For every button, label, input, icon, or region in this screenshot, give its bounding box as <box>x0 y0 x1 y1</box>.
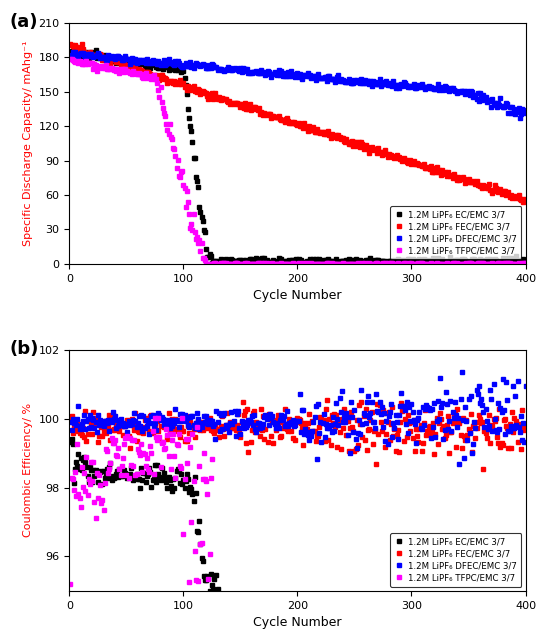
1.2M LiPF₆ TFPC/EMC 3/7 <box>399 260 406 267</box>
1.2M LiPF₆ FEC/EMC 3/7 <box>355 441 361 449</box>
1.2M LiPF₆ TFPC/EMC 3/7 <box>397 260 403 267</box>
1.2M LiPF₆ TFPC/EMC 3/7 <box>103 448 110 455</box>
Line: 1.2M LiPF₆ TFPC/EMC 3/7: 1.2M LiPF₆ TFPC/EMC 3/7 <box>69 416 213 586</box>
Text: (a): (a) <box>10 14 38 32</box>
1.2M LiPF₆ DFEC/EMC 3/7 <box>67 52 74 60</box>
1.2M LiPF₆ TFPC/EMC 3/7 <box>155 414 162 422</box>
1.2M LiPF₆ DFEC/EMC 3/7 <box>217 65 223 73</box>
1.2M LiPF₆ EC/EMC 3/7 <box>108 476 115 484</box>
1.2M LiPF₆ DFEC/EMC 3/7 <box>249 69 255 77</box>
Line: 1.2M LiPF₆ EC/EMC 3/7: 1.2M LiPF₆ EC/EMC 3/7 <box>69 47 527 266</box>
1.2M LiPF₆ DFEC/EMC 3/7 <box>398 389 404 397</box>
1.2M LiPF₆ TFPC/EMC 3/7 <box>217 260 223 267</box>
1.2M LiPF₆ EC/EMC 3/7 <box>214 585 221 593</box>
1.2M LiPF₆ DFEC/EMC 3/7 <box>67 418 74 426</box>
1.2M LiPF₆ TFPC/EMC 3/7 <box>67 580 74 588</box>
1.2M LiPF₆ EC/EMC 3/7 <box>400 258 407 266</box>
1.2M LiPF₆ EC/EMC 3/7 <box>522 257 529 264</box>
1.2M LiPF₆ FEC/EMC 3/7 <box>395 152 402 160</box>
1.2M LiPF₆ DFEC/EMC 3/7 <box>248 418 254 426</box>
1.2M LiPF₆ FEC/EMC 3/7 <box>399 407 406 415</box>
1.2M LiPF₆ FEC/EMC 3/7 <box>122 64 129 72</box>
Y-axis label: Coulombic Efficiency/ %: Coulombic Efficiency/ % <box>23 403 33 538</box>
1.2M LiPF₆ DFEC/EMC 3/7 <box>355 78 361 86</box>
1.2M LiPF₆ TFPC/EMC 3/7 <box>203 260 210 267</box>
1.2M LiPF₆ FEC/EMC 3/7 <box>67 417 74 425</box>
1.2M LiPF₆ TFPC/EMC 3/7 <box>100 506 107 514</box>
1.2M LiPF₆ FEC/EMC 3/7 <box>324 397 331 404</box>
1.2M LiPF₆ TFPC/EMC 3/7 <box>190 476 197 484</box>
Line: 1.2M LiPF₆ DFEC/EMC 3/7: 1.2M LiPF₆ DFEC/EMC 3/7 <box>69 50 527 120</box>
1.2M LiPF₆ FEC/EMC 3/7 <box>522 421 529 428</box>
1.2M LiPF₆ DFEC/EMC 3/7 <box>354 444 360 451</box>
1.2M LiPF₆ EC/EMC 3/7 <box>206 587 213 595</box>
1.2M LiPF₆ TFPC/EMC 3/7 <box>67 55 74 63</box>
1.2M LiPF₆ FEC/EMC 3/7 <box>248 439 254 446</box>
1.2M LiPF₆ EC/EMC 3/7 <box>123 55 130 62</box>
1.2M LiPF₆ FEC/EMC 3/7 <box>122 422 129 430</box>
Line: 1.2M LiPF₆ EC/EMC 3/7: 1.2M LiPF₆ EC/EMC 3/7 <box>69 438 219 593</box>
1.2M LiPF₆ FEC/EMC 3/7 <box>397 419 403 426</box>
1.2M LiPF₆ FEC/EMC 3/7 <box>354 143 360 150</box>
1.2M LiPF₆ DFEC/EMC 3/7 <box>516 114 523 122</box>
Line: 1.2M LiPF₆ TFPC/EMC 3/7: 1.2M LiPF₆ TFPC/EMC 3/7 <box>69 57 527 266</box>
1.2M LiPF₆ EC/EMC 3/7 <box>68 435 75 443</box>
1.2M LiPF₆ DFEC/EMC 3/7 <box>72 48 78 55</box>
Y-axis label: Specific Discharge Capacity/ mAhg⁻¹: Specific Discharge Capacity/ mAhg⁻¹ <box>23 41 33 246</box>
1.2M LiPF₆ EC/EMC 3/7 <box>184 470 190 478</box>
1.2M LiPF₆ EC/EMC 3/7 <box>217 260 223 267</box>
1.2M LiPF₆ TFPC/EMC 3/7 <box>201 449 207 457</box>
1.2M LiPF₆ TFPC/EMC 3/7 <box>156 433 163 441</box>
1.2M LiPF₆ TFPC/EMC 3/7 <box>355 259 361 267</box>
1.2M LiPF₆ EC/EMC 3/7 <box>72 45 78 53</box>
1.2M LiPF₆ DFEC/EMC 3/7 <box>216 409 222 417</box>
1.2M LiPF₆ FEC/EMC 3/7 <box>216 433 222 440</box>
1.2M LiPF₆ EC/EMC 3/7 <box>67 438 74 446</box>
1.2M LiPF₆ EC/EMC 3/7 <box>398 258 404 266</box>
1.2M LiPF₆ FEC/EMC 3/7 <box>248 106 254 114</box>
1.2M LiPF₆ FEC/EMC 3/7 <box>520 199 526 206</box>
1.2M LiPF₆ DFEC/EMC 3/7 <box>123 55 130 63</box>
1.2M LiPF₆ EC/EMC 3/7 <box>302 260 309 267</box>
1.2M LiPF₆ DFEC/EMC 3/7 <box>122 422 129 430</box>
X-axis label: Cycle Number: Cycle Number <box>253 289 342 302</box>
Legend: 1.2M LiPF₆ EC/EMC 3/7, 1.2M LiPF₆ FEC/EMC 3/7, 1.2M LiPF₆ DFEC/EMC 3/7, 1.2M LiP: 1.2M LiPF₆ EC/EMC 3/7, 1.2M LiPF₆ FEC/EM… <box>390 533 521 586</box>
Line: 1.2M LiPF₆ DFEC/EMC 3/7: 1.2M LiPF₆ DFEC/EMC 3/7 <box>69 370 527 466</box>
1.2M LiPF₆ DFEC/EMC 3/7 <box>399 82 406 90</box>
1.2M LiPF₆ FEC/EMC 3/7 <box>216 93 222 100</box>
1.2M LiPF₆ TFPC/EMC 3/7 <box>522 259 529 267</box>
1.2M LiPF₆ TFPC/EMC 3/7 <box>249 260 255 267</box>
Text: (b): (b) <box>10 340 40 358</box>
1.2M LiPF₆ FEC/EMC 3/7 <box>398 155 404 163</box>
1.2M LiPF₆ TFPC/EMC 3/7 <box>187 443 194 451</box>
Line: 1.2M LiPF₆ FEC/EMC 3/7: 1.2M LiPF₆ FEC/EMC 3/7 <box>69 399 527 471</box>
1.2M LiPF₆ FEC/EMC 3/7 <box>67 41 74 48</box>
1.2M LiPF₆ FEC/EMC 3/7 <box>480 465 487 473</box>
1.2M LiPF₆ DFEC/EMC 3/7 <box>458 368 465 376</box>
1.2M LiPF₆ TFPC/EMC 3/7 <box>208 455 215 463</box>
1.2M LiPF₆ EC/EMC 3/7 <box>177 480 183 487</box>
1.2M LiPF₆ EC/EMC 3/7 <box>249 257 255 265</box>
Legend: 1.2M LiPF₆ EC/EMC 3/7, 1.2M LiPF₆ FEC/EMC 3/7, 1.2M LiPF₆ DFEC/EMC 3/7, 1.2M LiP: 1.2M LiPF₆ EC/EMC 3/7, 1.2M LiPF₆ FEC/EM… <box>390 206 521 260</box>
1.2M LiPF₆ DFEC/EMC 3/7 <box>522 383 529 390</box>
X-axis label: Cycle Number: Cycle Number <box>253 616 342 629</box>
1.2M LiPF₆ DFEC/EMC 3/7 <box>522 109 529 117</box>
1.2M LiPF₆ TFPC/EMC 3/7 <box>122 66 129 73</box>
Line: 1.2M LiPF₆ FEC/EMC 3/7: 1.2M LiPF₆ FEC/EMC 3/7 <box>69 42 527 204</box>
1.2M LiPF₆ EC/EMC 3/7 <box>145 470 151 478</box>
1.2M LiPF₆ DFEC/EMC 3/7 <box>397 81 403 89</box>
1.2M LiPF₆ DFEC/EMC 3/7 <box>395 412 402 419</box>
1.2M LiPF₆ EC/EMC 3/7 <box>165 473 172 480</box>
1.2M LiPF₆ EC/EMC 3/7 <box>356 258 362 266</box>
1.2M LiPF₆ EC/EMC 3/7 <box>131 473 138 480</box>
1.2M LiPF₆ EC/EMC 3/7 <box>67 48 74 56</box>
1.2M LiPF₆ FEC/EMC 3/7 <box>522 195 529 203</box>
1.2M LiPF₆ DFEC/EMC 3/7 <box>456 460 463 467</box>
